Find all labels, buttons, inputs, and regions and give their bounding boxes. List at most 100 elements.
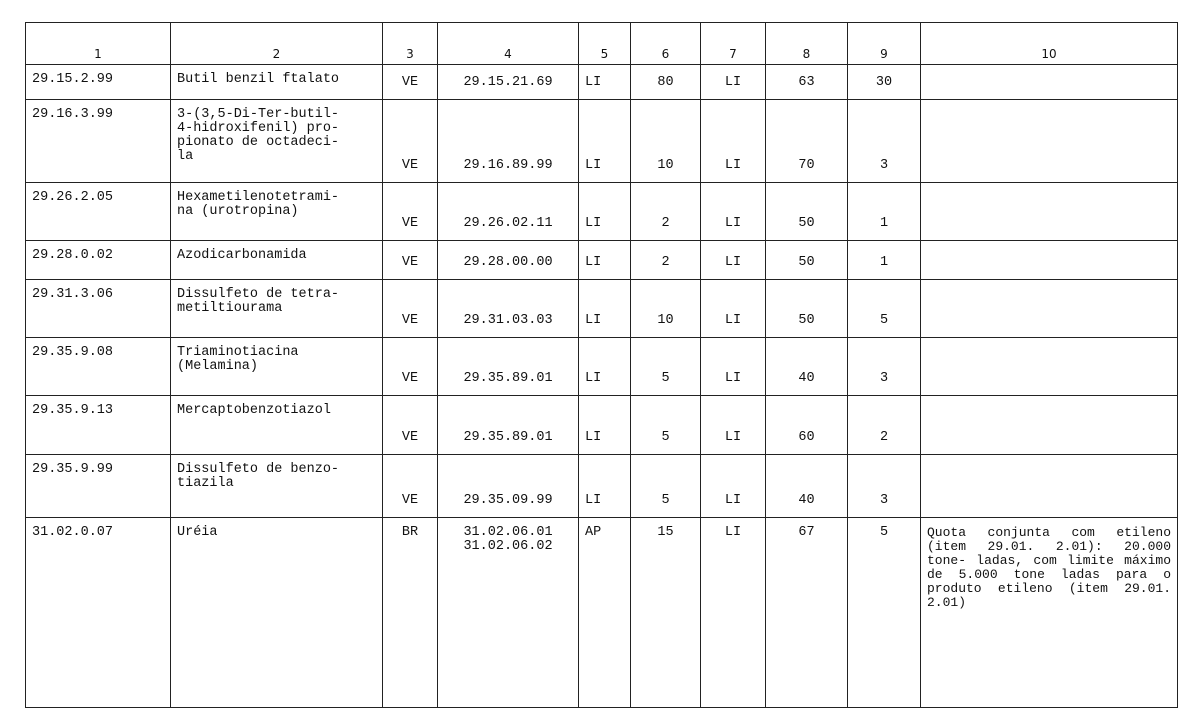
table-cell: Hexametilenotetrami- na (urotropina) [170,182,383,241]
table-cell: VE [382,395,438,455]
column-header: 10 [920,22,1178,65]
table-row: 29.35.9.13 Mercaptobenzotiazol VE 29.35.89.… [25,395,1178,455]
table-cell: 29.35.9.99 [25,454,171,518]
table-cell: 29.16.3.99 [25,99,171,183]
table-cell: 5 [847,517,921,708]
table-cell: LI [578,182,631,241]
column-header: 1 [25,22,171,65]
table-cell: 5 [630,454,701,518]
table-cell: 2 [847,395,921,455]
table-cell: 50 [765,279,848,338]
table-cell: 3 [847,454,921,518]
column-header: 5 [578,22,631,65]
table-cell: Triaminotiacina (Melamina) [170,337,383,396]
table-cell [920,64,1178,100]
column-header: 8 [765,22,848,65]
table-cell: 29.35.9.13 [25,395,171,455]
table-cell: LI [700,454,766,518]
table-cell: 50 [765,182,848,241]
table-cell [920,279,1178,338]
table-cell: 29.35.09.99 [437,454,579,518]
table-cell: VE [382,279,438,338]
table-cell: 29.26.02.11 [437,182,579,241]
table-row: 29.31.3.06 Dissulfeto de tetra- metiltiou… [25,279,1178,338]
table-cell [920,182,1178,241]
table-cell: BR [382,517,438,708]
table-cell: 29.15.2.99 [25,64,171,100]
table-cell: 63 [765,64,848,100]
table-cell: 5 [630,395,701,455]
column-header: 9 [847,22,921,65]
table-row: 31.02.0.07 Uréia BR 31.02.06.01 31.02.06.02… [25,517,1178,708]
table-cell: 29.35.89.01 [437,337,579,396]
table-cell: 29.28.00.00 [437,240,579,280]
column-header: 6 [630,22,701,65]
table-row: 29.35.9.08 Triaminotiacina (Melamina) VE 29… [25,337,1178,396]
table-cell [920,240,1178,280]
table-cell: 67 [765,517,848,708]
table-cell: 40 [765,454,848,518]
table-cell: VE [382,454,438,518]
table-cell: LI [578,279,631,338]
table-cell: 29.26.2.05 [25,182,171,241]
table-row: 29.28.0.02 Azodicarbonamida VE 29.28.00.00 L… [25,240,1178,280]
table-cell: 3 [847,99,921,183]
table-row: 29.15.2.99 Butil benzil ftalato VE 29.15.21… [25,64,1178,100]
table-cell: LI [700,64,766,100]
table-cell: 40 [765,337,848,396]
document-table: 1 2 3 4 5 6 7 8 9 10 29.15.2.99 Butil ben… [25,22,1178,708]
table-cell: VE [382,64,438,100]
column-header: 4 [437,22,579,65]
table-cell: 31.02.06.01 31.02.06.02 [437,517,579,708]
table-cell: 1 [847,182,921,241]
table-cell: 1 [847,240,921,280]
table-cell: Dissulfeto de tetra- metiltiourama [170,279,383,338]
column-header: 2 [170,22,383,65]
header-row: 1 2 3 4 5 6 7 8 9 10 [25,22,1178,65]
table-cell: 10 [630,99,701,183]
table-cell: LI [578,240,631,280]
table-cell: Butil benzil ftalato [170,64,383,100]
table-cell: 50 [765,240,848,280]
table-cell: 3 [847,337,921,396]
table-cell: LI [578,99,631,183]
table-cell: LI [578,337,631,396]
table-cell: LI [700,337,766,396]
table-cell: LI [700,279,766,338]
table-cell: Dissulfeto de benzo- tiazila [170,454,383,518]
table-cell: 29.28.0.02 [25,240,171,280]
table-cell: Azodicarbonamida [170,240,383,280]
table-cell: 2 [630,182,701,241]
table-cell: LI [700,182,766,241]
table-cell: 29.16.89.99 [437,99,579,183]
table-row: 29.16.3.99 3-(3,5-Di-Ter-butil- 4-hidroxi… [25,99,1178,183]
table-cell: VE [382,240,438,280]
table-cell: LI [578,64,631,100]
table-cell: 30 [847,64,921,100]
table-cell: LI [578,395,631,455]
table-row: 29.26.2.05 Hexametilenotetrami- na (urotr… [25,182,1178,241]
table-cell: 60 [765,395,848,455]
table-cell: 3-(3,5-Di-Ter-butil- 4-hidroxifenil) pro… [170,99,383,183]
table-cell: Uréia [170,517,383,708]
table-row: 29.35.9.99 Dissulfeto de benzo- tiazila VE… [25,454,1178,518]
table-cell: LI [578,454,631,518]
table-cell: LI [700,395,766,455]
table-cell: VE [382,182,438,241]
table-cell: 2 [630,240,701,280]
table-body: 29.15.2.99 Butil benzil ftalato VE 29.15.21… [25,64,1178,708]
table-cell: 5 [630,337,701,396]
table-cell: 5 [847,279,921,338]
table-cell: 29.35.9.08 [25,337,171,396]
table-cell [920,395,1178,455]
table-cell: VE [382,99,438,183]
table-cell: LI [700,240,766,280]
table-cell: AP [578,517,631,708]
table-cell: 15 [630,517,701,708]
table-cell [920,337,1178,396]
table-cell: 10 [630,279,701,338]
column-header: 3 [382,22,438,65]
table-cell: 80 [630,64,701,100]
table-cell: LI [700,517,766,708]
table-cell: 70 [765,99,848,183]
